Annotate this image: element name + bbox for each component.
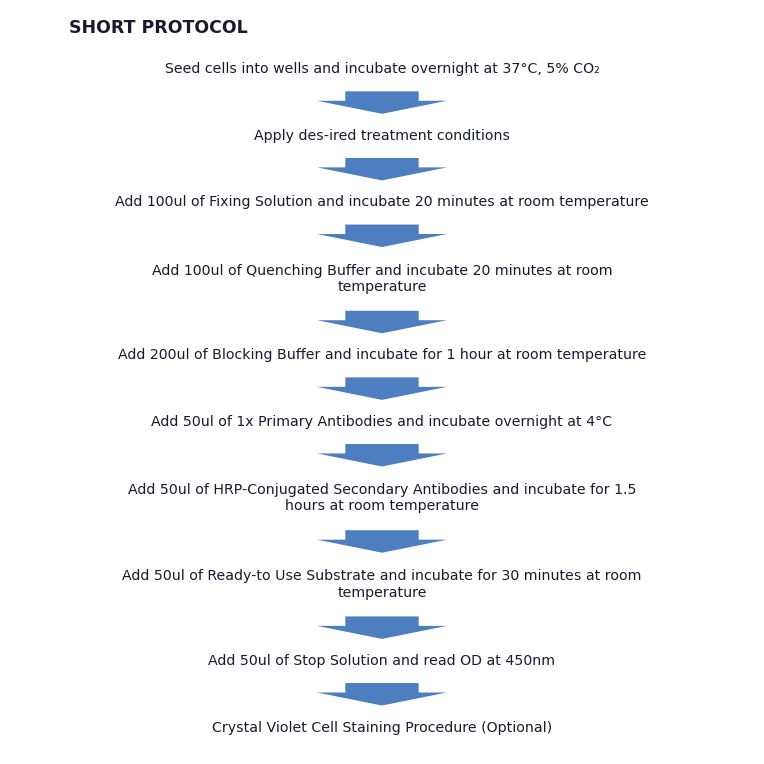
Text: Add 50ul of 1x Primary Antibodies and incubate overnight at 4°C: Add 50ul of 1x Primary Antibodies and in… (151, 415, 613, 429)
Polygon shape (317, 683, 447, 705)
Polygon shape (317, 617, 447, 639)
Text: Add 50ul of Ready-to Use Substrate and incubate for 30 minutes at room
temperatu: Add 50ul of Ready-to Use Substrate and i… (122, 569, 642, 600)
Text: Add 100ul of Quenching Buffer and incubate 20 minutes at room
temperature: Add 100ul of Quenching Buffer and incuba… (152, 264, 612, 294)
Polygon shape (317, 225, 447, 247)
Text: Crystal Violet Cell Staining Procedure (Optional): Crystal Violet Cell Staining Procedure (… (212, 720, 552, 735)
Polygon shape (317, 311, 447, 333)
Polygon shape (317, 377, 447, 400)
Text: Apply des­ired treatment conditions: Apply des­ired treatment conditions (254, 129, 510, 143)
Text: Add 50ul of Stop Solution and read OD at 450nm: Add 50ul of Stop Solution and read OD at… (209, 654, 555, 668)
Text: Add 100ul of Fixing Solution and incubate 20 minutes at room temperature: Add 100ul of Fixing Solution and incubat… (115, 196, 649, 209)
Text: Add 50ul of HRP-Conjugated Secondary Antibodies and incubate for 1.5
hours at ro: Add 50ul of HRP-Conjugated Secondary Ant… (128, 484, 636, 513)
Text: SHORT PROTOCOL: SHORT PROTOCOL (69, 19, 248, 37)
Polygon shape (317, 158, 447, 180)
Polygon shape (317, 530, 447, 552)
Text: Seed cells into wells and incubate overnight at 37°C, 5% CO₂: Seed cells into wells and incubate overn… (164, 62, 600, 76)
Polygon shape (317, 444, 447, 467)
Polygon shape (317, 92, 447, 114)
Text: Add 200ul of Blocking Buffer and incubate for 1 hour at room temperature: Add 200ul of Blocking Buffer and incubat… (118, 348, 646, 362)
